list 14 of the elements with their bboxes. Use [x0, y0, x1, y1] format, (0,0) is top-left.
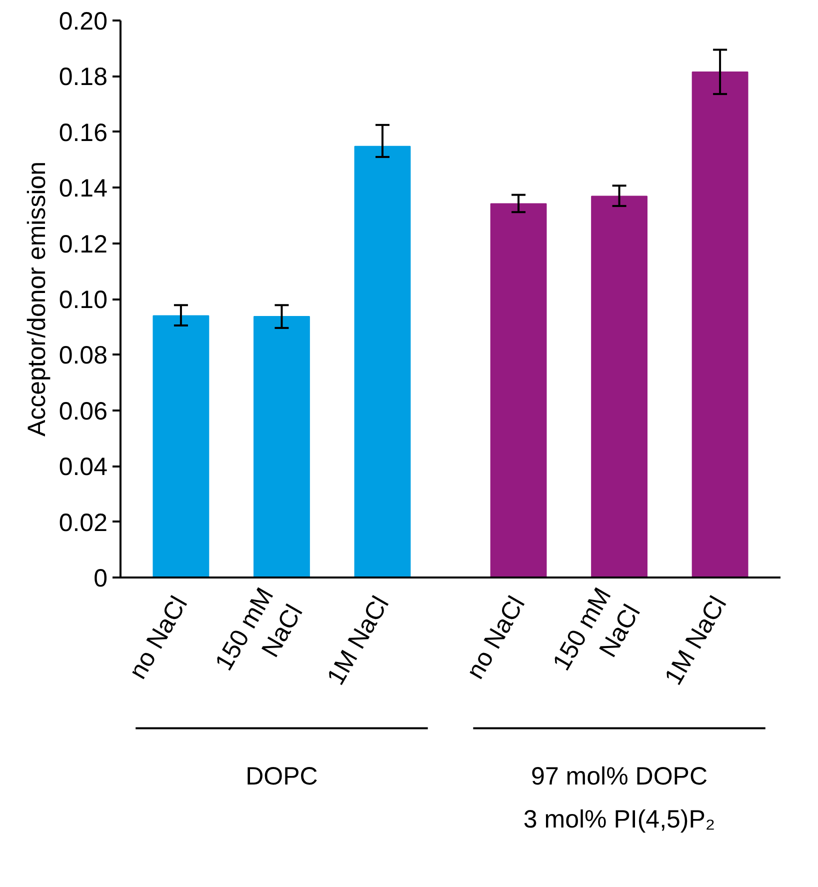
y-tick-label: 0.04	[58, 453, 108, 482]
y-tick-label: 0.18	[58, 63, 108, 92]
y-tick-label: 0.14	[58, 174, 108, 203]
y-tick-label: 0.16	[58, 118, 108, 147]
y-tick-label: 0.20	[58, 8, 108, 36]
y-tick-label: 0.10	[58, 286, 108, 314]
y-tick-label: 0.12	[58, 230, 108, 258]
text: DOPC	[246, 762, 318, 790]
text: 97 mol% DOPC 3 mol% PI(4,5)P₂	[523, 762, 716, 834]
y-tick-label: 0.02	[58, 508, 108, 537]
y-tick-label: 0.06	[58, 397, 108, 426]
y-tick-label: 0	[94, 564, 108, 592]
y-tick-label: 0.08	[58, 342, 108, 370]
y-axis-title: Acceptor/donor emission	[22, 161, 51, 437]
